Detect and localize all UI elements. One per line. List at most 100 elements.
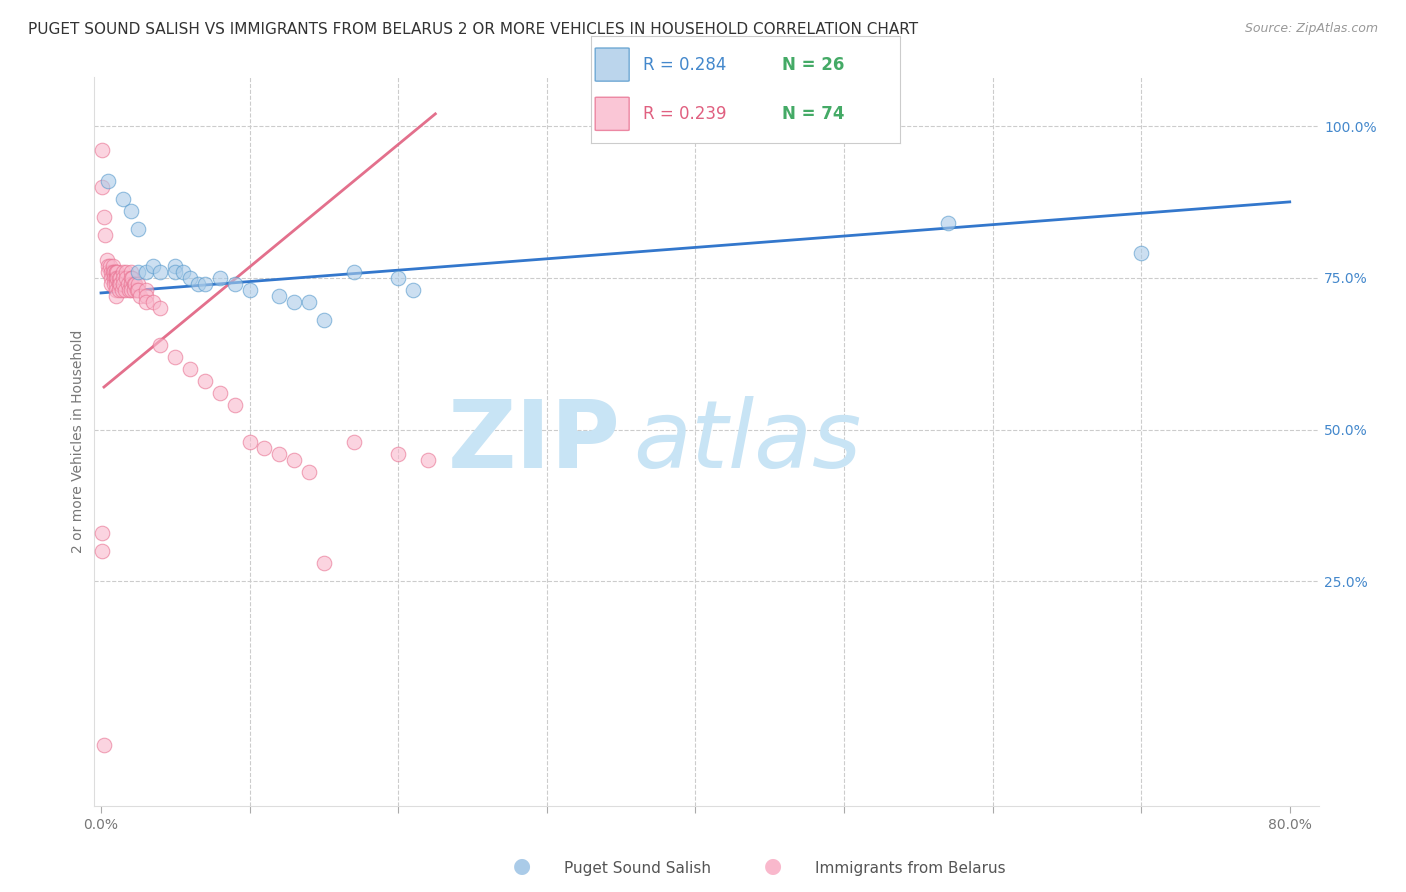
Point [179, 361, 201, 376]
Point [269, 447, 291, 461]
Point [117, 277, 139, 291]
Point [127, 265, 149, 279]
Text: R = 0.284: R = 0.284 [643, 55, 727, 73]
Point [97, 174, 120, 188]
Text: atlas: atlas [633, 396, 862, 487]
Point [91, 179, 114, 194]
Point [100, 277, 122, 291]
Point [187, 277, 209, 291]
Point [114, 283, 136, 297]
Point [93, 738, 115, 752]
Point [224, 398, 246, 412]
Point [104, 265, 127, 279]
Point [127, 283, 149, 297]
Point [342, 434, 364, 449]
Point [298, 465, 321, 479]
Point [120, 277, 142, 291]
Point [96, 252, 118, 267]
Point [112, 270, 135, 285]
Point [120, 265, 142, 279]
Point [135, 265, 157, 279]
Point [312, 556, 335, 570]
Point [103, 265, 125, 279]
Point [105, 265, 128, 279]
Point [91, 525, 114, 540]
Point [108, 270, 131, 285]
Text: Puget Sound Salish: Puget Sound Salish [564, 861, 711, 876]
Point [165, 350, 187, 364]
Point [269, 289, 291, 303]
Point [298, 295, 321, 310]
Point [115, 270, 138, 285]
FancyBboxPatch shape [595, 97, 630, 130]
Point [142, 259, 165, 273]
Point [104, 265, 127, 279]
Point [208, 386, 231, 401]
Point [97, 265, 120, 279]
Point [239, 283, 262, 297]
Point [120, 283, 142, 297]
Point [194, 374, 217, 388]
FancyBboxPatch shape [595, 48, 630, 81]
Point [208, 270, 231, 285]
Text: N = 74: N = 74 [782, 105, 845, 123]
Point [104, 283, 127, 297]
Point [110, 270, 132, 285]
Point [135, 295, 157, 310]
Point [128, 289, 150, 303]
Point [94, 228, 117, 243]
Point [122, 283, 145, 297]
Y-axis label: 2 or more Vehicles in Household: 2 or more Vehicles in Household [72, 330, 86, 553]
Text: ●: ● [763, 856, 782, 876]
Point [110, 277, 132, 291]
Point [283, 453, 305, 467]
Point [98, 259, 121, 273]
Point [112, 192, 135, 206]
Point [149, 301, 172, 315]
Point [104, 289, 127, 303]
Point [120, 204, 142, 219]
Point [118, 283, 141, 297]
Point [142, 295, 165, 310]
Point [101, 265, 124, 279]
Point [135, 283, 157, 297]
Point [127, 222, 149, 236]
Point [108, 283, 131, 297]
Point [103, 270, 125, 285]
Point [104, 270, 127, 285]
Point [101, 259, 124, 273]
Point [283, 295, 305, 310]
Point [97, 259, 120, 273]
Text: ZIP: ZIP [449, 396, 620, 488]
Point [149, 337, 172, 351]
Point [112, 265, 135, 279]
Text: PUGET SOUND SALISH VS IMMIGRANTS FROM BELARUS 2 OR MORE VEHICLES IN HOUSEHOLD CO: PUGET SOUND SALISH VS IMMIGRANTS FROM BE… [28, 22, 918, 37]
Point [121, 270, 143, 285]
Point [91, 544, 114, 558]
Point [194, 277, 217, 291]
Text: ●: ● [513, 856, 531, 876]
Point [179, 270, 201, 285]
Point [936, 216, 959, 230]
Point [387, 447, 409, 461]
Point [124, 277, 146, 291]
Text: R = 0.239: R = 0.239 [643, 105, 727, 123]
Point [135, 289, 157, 303]
Text: N = 26: N = 26 [782, 55, 845, 73]
Point [342, 265, 364, 279]
Point [100, 270, 122, 285]
Point [416, 453, 439, 467]
Point [224, 277, 246, 291]
Text: Source: ZipAtlas.com: Source: ZipAtlas.com [1244, 22, 1378, 36]
Point [105, 270, 128, 285]
Point [387, 270, 409, 285]
Point [115, 265, 138, 279]
Point [172, 265, 194, 279]
Point [402, 283, 425, 297]
Point [112, 277, 135, 291]
Point [1130, 246, 1153, 260]
Point [103, 277, 125, 291]
Point [104, 277, 127, 291]
Point [91, 143, 114, 157]
Point [122, 277, 145, 291]
